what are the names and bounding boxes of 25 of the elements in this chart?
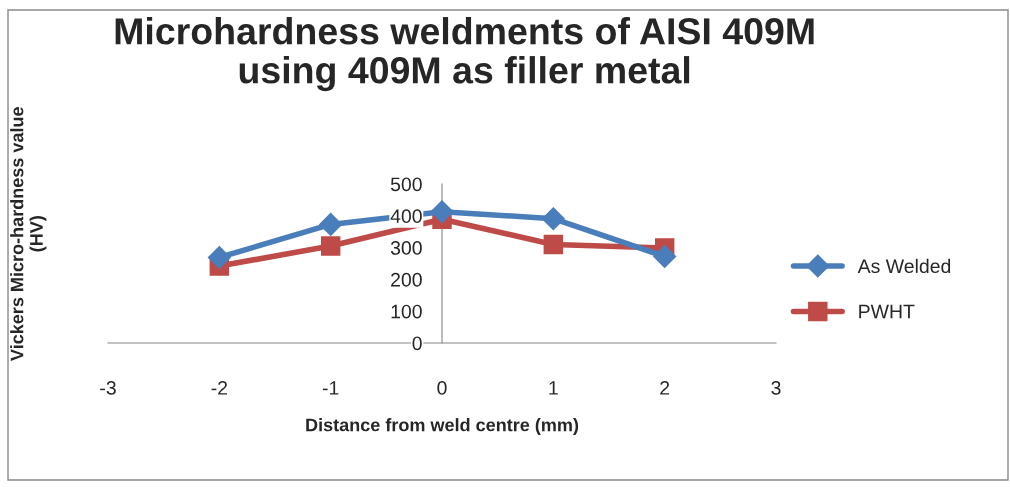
y-tick-label: 400 bbox=[390, 209, 422, 224]
x-tick-label: 3 bbox=[771, 381, 781, 395]
y-tick-label: 200 bbox=[391, 272, 422, 287]
y-tick-label: 500 bbox=[390, 177, 422, 192]
x-axis-title: Distance from weld centre (mm) bbox=[306, 418, 579, 435]
y-tick-label: 0 bbox=[412, 336, 422, 351]
x-tick-label: 0 bbox=[437, 381, 447, 395]
point bbox=[541, 207, 565, 231]
y-axis-title: Vickers Micro-hardness value (HV) bbox=[10, 107, 47, 361]
point bbox=[319, 212, 343, 236]
point bbox=[207, 245, 231, 269]
point bbox=[543, 234, 564, 255]
x-tick-label: 1 bbox=[549, 381, 558, 395]
y-tick-label: 300 bbox=[390, 241, 422, 255]
legend-label: As Welded bbox=[857, 258, 951, 274]
point bbox=[320, 236, 341, 256]
point bbox=[653, 245, 677, 269]
x-tick-label: 2 bbox=[660, 381, 670, 395]
legend-label: PWHT bbox=[859, 304, 915, 319]
point bbox=[430, 200, 454, 224]
x-tick-label: -1 bbox=[322, 381, 339, 395]
y-tick-label: 100 bbox=[391, 304, 422, 319]
chart-title: Microhardness weldments of AISI 409M using 409M as filler metal bbox=[115, 17, 814, 92]
x-tick-label: -2 bbox=[211, 381, 227, 395]
x-tick-label: -3 bbox=[100, 381, 116, 395]
